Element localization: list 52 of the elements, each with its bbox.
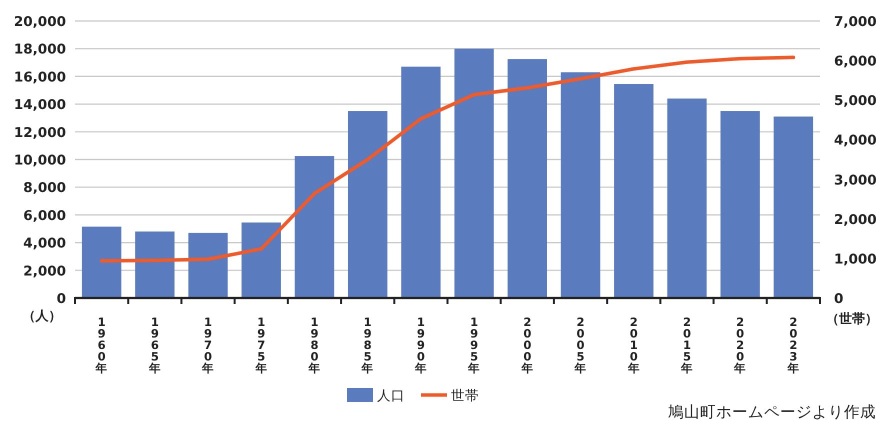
y-tick-label: 6,000 [23,208,66,224]
x-tick-label: 2005年 [574,315,587,375]
x-tick-label: 2000年 [520,315,534,375]
bar [720,111,760,298]
y-tick-label: 10,000 [14,152,66,168]
y2-tick-label: 3,000 [834,172,877,188]
legend-label: 世帯 [451,388,479,404]
y2-tick-label: 0 [834,291,844,307]
x-tick-label: 2020年 [733,315,746,375]
x-tick-label: 2015年 [680,315,693,375]
x-tick-label: 1980年 [307,315,320,375]
bar [667,98,707,298]
y2-tick-label: 1,000 [834,251,877,268]
y2-tick-label: 2,000 [834,212,877,228]
y-tick-label: 0 [56,291,66,307]
y-tick-label: 8,000 [23,180,66,196]
bar [508,59,548,298]
y-tick-label: 16,000 [14,69,66,86]
bar [560,72,600,298]
bar [82,226,122,298]
x-tick-label: 1975年 [254,315,268,375]
x-tick-label: 1985年 [360,315,374,375]
x-tick-label: 1965年 [148,315,161,375]
bar [242,222,281,298]
bar [135,232,175,298]
bar [188,232,228,298]
text: 鳩山町ホームページより作成 [668,403,876,421]
bar [614,84,654,298]
legend-label: 人口 [377,388,405,404]
y2-tick-label: 7,000 [834,14,877,30]
bar [774,116,814,298]
bar [348,111,388,298]
x-tick-label: 1995年 [467,315,480,375]
y2-axis-title: （世帯） [826,312,878,327]
y-tick-label: 18,000 [14,42,66,58]
x-tick-label: 1990年 [414,315,427,375]
bar [401,66,441,298]
x-tick-label: 2023年 [786,315,800,375]
y-tick-label: 12,000 [14,124,66,141]
x-tick-label: 2010年 [626,315,640,375]
x-tick-label: 1970年 [201,315,214,375]
x-tick-label: 1960年 [94,315,108,375]
y-tick-label: 14,000 [14,97,66,114]
y-tick-label: 20,000 [14,14,66,30]
bar [294,156,334,298]
bar [454,48,494,298]
y-tick-label: 4,000 [23,236,66,252]
y2-tick-label: 5,000 [834,93,877,110]
y2-tick-label: 4,000 [834,132,877,149]
y-axis-title: （人） [22,309,62,324]
y2-tick-label: 6,000 [834,54,877,70]
y-tick-label: 2,000 [23,263,66,280]
